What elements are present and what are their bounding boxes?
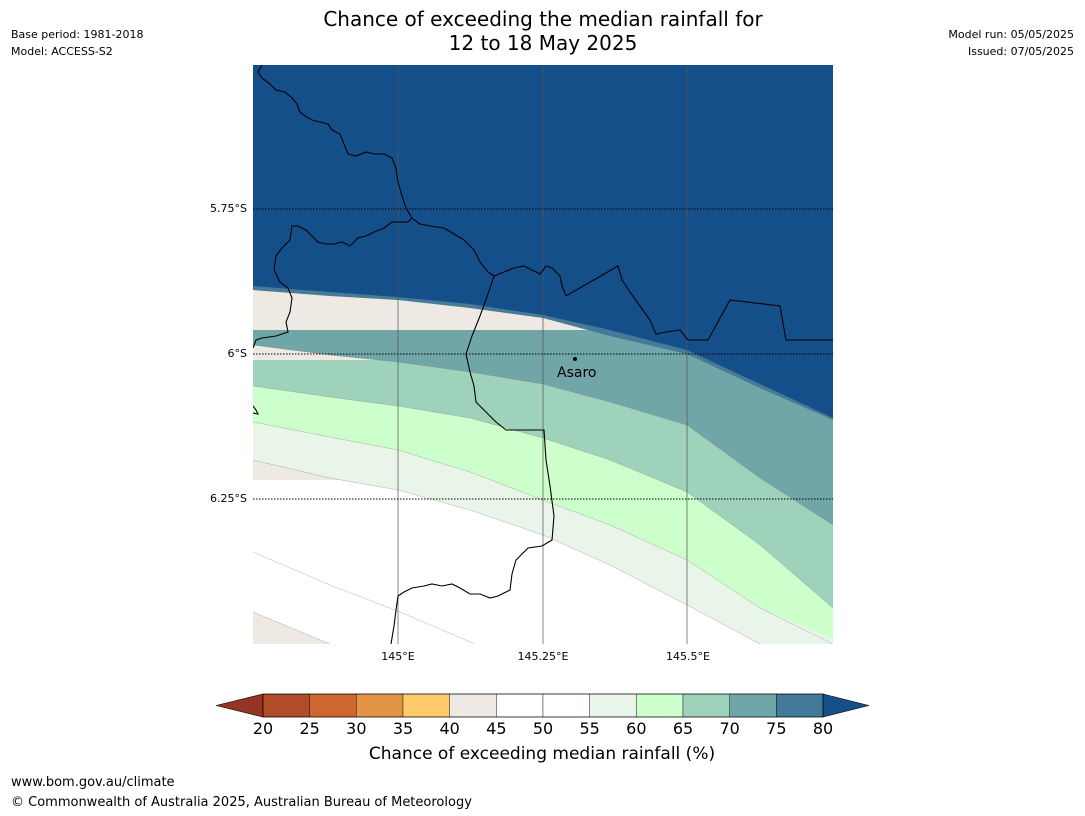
lat-label-575: 5.75°S: [210, 202, 247, 215]
colorbar-frame: [262, 693, 824, 718]
footer-copyright: © Commonwealth of Australia 2025, Austra…: [11, 795, 472, 810]
town-label-asaro: Asaro: [557, 365, 597, 381]
lat-label-6: 6°S: [227, 347, 247, 360]
colorbar-tick-20: 20: [252, 719, 274, 738]
colorbar-segment-75: [776, 693, 824, 718]
province-boundaries: [253, 65, 833, 644]
colorbar-segment-55: [589, 693, 637, 718]
lon-label-1455: 145.5°E: [666, 650, 710, 663]
lon-label-14525: 145.25°E: [517, 650, 569, 663]
colorbar-tick-30: 30: [346, 719, 367, 738]
graticule: [253, 65, 833, 644]
rainfall-probability-field: [253, 65, 833, 644]
title-line-2: 12 to 18 May 2025: [448, 31, 638, 55]
colorbar-segment-35: [402, 693, 450, 718]
colorbar-segment-65: [682, 693, 730, 718]
colorbar-segment-45: [496, 693, 544, 718]
model-text: Model: ACCESS-S2: [11, 45, 113, 58]
footer-url: www.bom.gov.au/climate: [11, 775, 175, 790]
colorbar-tick-55: 55: [579, 719, 600, 738]
colorbar-tick-65: 65: [672, 719, 694, 738]
issued-text: Issued: 07/05/2025: [967, 45, 1074, 58]
colorbar-tick-60: 60: [626, 719, 647, 738]
band-70: [253, 330, 833, 525]
colorbar-segment-20: [262, 693, 310, 718]
colorbar-tick-35: 35: [392, 719, 414, 738]
colorbar-tick-45: 45: [486, 719, 507, 738]
colorbar-tick-40: 40: [439, 719, 460, 738]
colorbar-segment-60: [636, 693, 684, 718]
colorbar-tick-50: 50: [532, 719, 554, 738]
meta-left: Base period: 1981-2018 Model: ACCESS-S2: [11, 26, 143, 60]
colorbar-segments: [262, 693, 824, 718]
colorbar-tick-80: 80: [812, 719, 834, 738]
colorbar-tick-70: 70: [719, 719, 740, 738]
lon-label-145: 145°E: [381, 650, 415, 663]
colorbar: [215, 693, 870, 718]
colorbar-under-arrow: [215, 693, 264, 718]
asaro-marker: [573, 357, 577, 361]
base-period-text: Base period: 1981-2018: [11, 28, 144, 41]
colorbar-segment-50: [542, 693, 590, 718]
colorbar-tick-25: 25: [299, 719, 320, 738]
colorbar-segment-40: [449, 693, 497, 718]
meta-right: Model run: 05/05/2025 Issued: 07/05/2025: [948, 26, 1074, 60]
colorbar-segment-25: [309, 693, 357, 718]
colorbar-title: Chance of exceeding median rainfall (%): [368, 744, 716, 764]
colorbar-tick-75: 75: [766, 719, 787, 738]
model-run-text: Model run: 05/05/2025: [948, 28, 1074, 41]
colorbar-segment-70: [729, 693, 777, 718]
title-line-1: Chance of exceeding the median rainfall …: [323, 7, 763, 31]
colorbar-segment-30: [356, 693, 404, 718]
lat-label-625: 6.25°S: [210, 492, 247, 505]
map-title: Chance of exceeding the median rainfall …: [243, 7, 843, 55]
colorbar-over-arrow: [822, 693, 870, 718]
